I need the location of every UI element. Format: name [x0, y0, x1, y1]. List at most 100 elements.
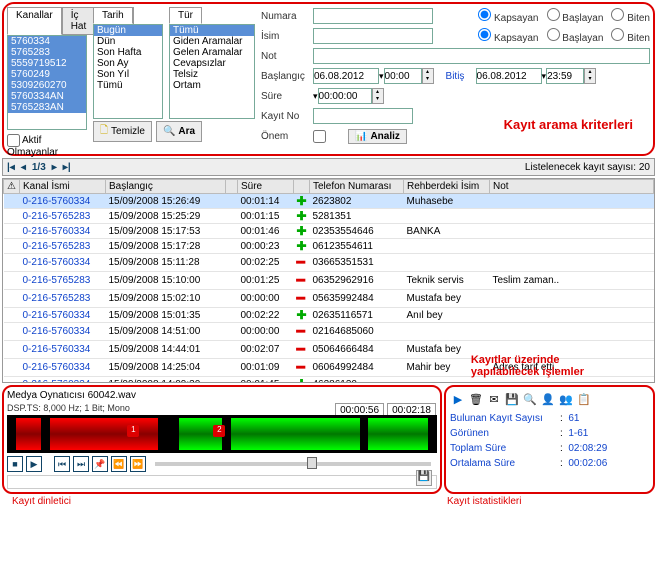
- col-header[interactable]: Kanal İsmi: [20, 180, 106, 194]
- stat-visible-label: Görünen: [450, 428, 560, 439]
- nav-next[interactable]: ▸: [52, 162, 57, 173]
- kanal-item[interactable]: 5760249: [8, 69, 86, 80]
- temizle-button[interactable]: 🗋Temizle: [93, 121, 152, 142]
- nav-prev[interactable]: ◂: [21, 162, 26, 173]
- tarih-list[interactable]: BugünDünSon HaftaSon AySon YılTümü: [93, 24, 163, 119]
- col-header[interactable]: [294, 180, 310, 194]
- tur-item[interactable]: Telsiz: [170, 69, 254, 80]
- col-header[interactable]: Süre: [238, 180, 294, 194]
- sure-input[interactable]: [318, 88, 372, 104]
- kanal-item[interactable]: 5559719512: [8, 58, 86, 69]
- gear-icon[interactable]: 👥: [558, 391, 574, 407]
- tarih-item[interactable]: Son Hafta: [94, 47, 162, 58]
- spin[interactable]: ▴▾: [372, 88, 384, 104]
- volume-slider[interactable]: [155, 462, 431, 466]
- tarih-item[interactable]: Son Yıl: [94, 69, 162, 80]
- col-header[interactable]: Başlangıç: [106, 180, 226, 194]
- col-header[interactable]: [226, 180, 238, 194]
- baslangic-date[interactable]: [313, 68, 379, 84]
- numara-input[interactable]: [313, 8, 433, 24]
- tur-item[interactable]: Cevapsızlar: [170, 58, 254, 69]
- export-icon[interactable]: 📋: [576, 391, 592, 407]
- rew-button[interactable]: ⏪: [111, 456, 127, 472]
- stats-panel: ▶ 🗑 ✉ 💾 🔍 👤 👥 📋 Bulunan Kayıt Sayısı: 61…: [444, 385, 655, 494]
- table-row[interactable]: 0-216-576033415/09/2008 15:17:5300:01:46…: [4, 224, 654, 239]
- marker-2[interactable]: 2: [213, 425, 225, 437]
- tarih-item[interactable]: Tümü: [94, 80, 162, 91]
- bitis-date[interactable]: [476, 68, 542, 84]
- aktif-olmayanlar-check[interactable]: Aktif Olmayanlar: [7, 135, 58, 158]
- tab-tarih[interactable]: Tarih: [93, 7, 133, 24]
- onem-check[interactable]: [313, 130, 326, 143]
- stat-total-label: Toplam Süre: [450, 443, 560, 454]
- kanal-item[interactable]: 5765283AN: [8, 102, 86, 113]
- isim-biten[interactable]: Biten: [611, 28, 650, 44]
- ff-button[interactable]: ⏩: [130, 456, 146, 472]
- col-header[interactable]: Telefon Numarası: [310, 180, 404, 194]
- baslangic-label: Başlangıç: [261, 71, 313, 82]
- tur-item[interactable]: Ortam: [170, 80, 254, 91]
- spin[interactable]: ▴▾: [422, 68, 434, 84]
- tarih-item[interactable]: Bugün: [94, 25, 162, 36]
- user-icon[interactable]: 👤: [540, 391, 556, 407]
- kayitno-label: Kayıt No: [261, 111, 313, 122]
- isim-baslayan[interactable]: Başlayan: [547, 28, 604, 44]
- tab-ichat[interactable]: İç Hat: [62, 7, 96, 35]
- marker-1[interactable]: 1: [127, 425, 139, 437]
- baslangic-time[interactable]: [384, 68, 422, 84]
- table-row[interactable]: 0-216-576033415/09/2008 15:11:2800:02:25…: [4, 254, 654, 272]
- kanal-item[interactable]: 5765283: [8, 47, 86, 58]
- kanal-item[interactable]: 5309260270: [8, 80, 86, 91]
- tur-item[interactable]: Tümü: [170, 25, 254, 36]
- table-row[interactable]: 0-216-576033415/09/2008 15:01:3500:02:22…: [4, 308, 654, 323]
- isim-label: İsim: [261, 31, 313, 42]
- isim-kapsayan[interactable]: Kapsayan: [478, 28, 538, 44]
- play-icon[interactable]: ▶: [450, 391, 466, 407]
- table-row[interactable]: 0-216-576528315/09/2008 15:17:2800:00:23…: [4, 239, 654, 254]
- prev-button[interactable]: ⏮: [54, 456, 70, 472]
- not-input[interactable]: [313, 48, 650, 64]
- tur-item[interactable]: Gelen Aramalar: [170, 47, 254, 58]
- waveform[interactable]: 1 2: [7, 415, 437, 453]
- trash-icon[interactable]: 🗑: [468, 391, 484, 407]
- nav-last[interactable]: ▸|: [63, 162, 71, 173]
- numara-biten[interactable]: Biten: [611, 8, 650, 24]
- stop-button[interactable]: ■: [7, 456, 23, 472]
- mail-icon[interactable]: ✉: [486, 391, 502, 407]
- table-row[interactable]: 0-216-576033415/09/2008 14:51:0000:00:00…: [4, 323, 654, 341]
- table-row[interactable]: 0-216-576033415/09/2008 15:26:4900:01:14…: [4, 194, 654, 209]
- tur-list[interactable]: TümüGiden AramalarGelen AramalarCevapsız…: [169, 24, 255, 119]
- isim-input[interactable]: [313, 28, 433, 44]
- search-icon[interactable]: 🔍: [522, 391, 538, 407]
- col-header[interactable]: Not: [490, 180, 654, 194]
- tur-item[interactable]: Giden Aramalar: [170, 36, 254, 47]
- stat-visible: 1-61: [568, 428, 588, 439]
- kanallar-list[interactable]: 5760334576528355597195125760249530926027…: [7, 35, 87, 130]
- next-button[interactable]: ⏭: [73, 456, 89, 472]
- spin[interactable]: ▴▾: [584, 68, 596, 84]
- annotation-ops: Kayıtlar üzerinde yapılabilecek işlemler: [471, 354, 584, 378]
- pin-button[interactable]: 📌: [92, 456, 108, 472]
- kanal-item[interactable]: 5760334: [8, 36, 86, 47]
- disk-icon[interactable]: 💾: [504, 391, 520, 407]
- table-row[interactable]: 0-216-576528315/09/2008 15:10:0000:01:25…: [4, 272, 654, 290]
- col-header[interactable]: ⚠: [4, 180, 20, 194]
- tab-tur[interactable]: Tür: [169, 7, 202, 24]
- numara-kapsayan[interactable]: Kapsayan: [478, 8, 538, 24]
- numara-baslayan[interactable]: Başlayan: [547, 8, 604, 24]
- kayitno-input[interactable]: [313, 108, 413, 124]
- save-icon[interactable]: 💾: [416, 470, 432, 486]
- tab-kanallar[interactable]: Kanallar: [7, 7, 62, 35]
- play-button[interactable]: ▶: [26, 456, 42, 472]
- kanal-item[interactable]: 5760334AN: [8, 91, 86, 102]
- nav-pos: 1/3: [32, 162, 46, 173]
- table-row[interactable]: 0-216-576528315/09/2008 15:02:1000:00:00…: [4, 290, 654, 308]
- col-header[interactable]: Rehberdeki İsim: [404, 180, 490, 194]
- bitis-time[interactable]: [546, 68, 584, 84]
- table-row[interactable]: 0-216-576528315/09/2008 15:25:2900:01:15…: [4, 209, 654, 224]
- tarih-item[interactable]: Son Ay: [94, 58, 162, 69]
- results-table[interactable]: ⚠Kanal İsmiBaşlangıç Süre Telefon Numarası…: [2, 178, 655, 383]
- tarih-item[interactable]: Dün: [94, 36, 162, 47]
- nav-first[interactable]: |◂: [7, 162, 15, 173]
- analiz-button[interactable]: 📊Analiz: [348, 129, 407, 144]
